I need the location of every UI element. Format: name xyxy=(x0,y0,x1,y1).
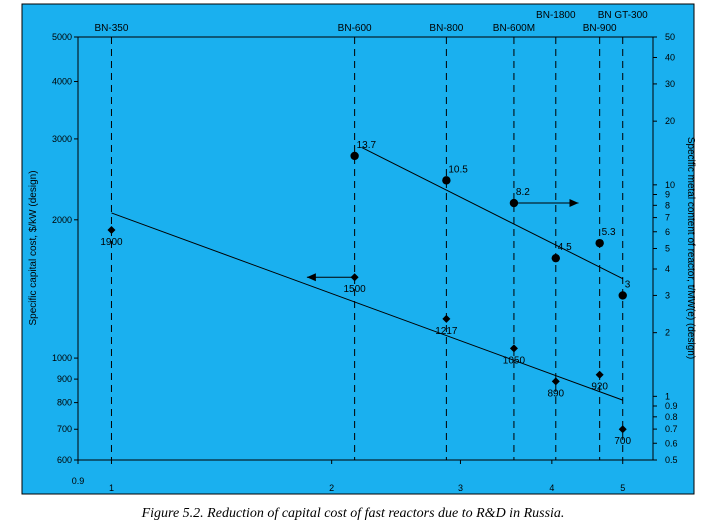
cost-point xyxy=(618,425,627,434)
x-tick-label: 3 xyxy=(458,483,463,493)
y-left-tick-label: 700 xyxy=(57,424,72,434)
y-left-tick-label: 2000 xyxy=(52,215,72,225)
y-right-tick-label: 4 xyxy=(665,264,670,274)
cost-point xyxy=(509,344,518,353)
metal-point xyxy=(551,253,560,263)
y-left-tick-label: 900 xyxy=(57,374,72,384)
metal-point xyxy=(595,238,604,248)
metal-value-label: 8.2 xyxy=(516,187,530,198)
x-axis: 0.9 1 2 3 4 5 xyxy=(72,460,625,493)
metal-value-label: 13.7 xyxy=(357,140,377,151)
cost-value-label: 1050 xyxy=(503,355,526,366)
y-right-tick-label: 20 xyxy=(665,116,675,126)
reactor-label-bn-900: BN-900 xyxy=(583,23,617,34)
y-right-tick-label: 0.9 xyxy=(665,401,678,411)
cost-value-label: 1900 xyxy=(100,237,123,248)
y-right-tick-label: 0.7 xyxy=(665,424,678,434)
reactor-label-bn-gt-300: BN GT-300 xyxy=(598,10,648,21)
y-right-tick-label: 9 xyxy=(665,190,670,200)
y-right-tick-label: 8 xyxy=(665,200,670,210)
reactor-label-bn-1800: BN-1800 xyxy=(536,10,576,21)
y-right-tick-label: 10 xyxy=(665,180,675,190)
metal-point xyxy=(350,151,359,161)
reactor-label-bn-600m: BN-600M xyxy=(493,23,535,34)
cost-point xyxy=(595,370,604,379)
cost-value-label: 700 xyxy=(614,436,631,447)
y-right-tick-label: 1 xyxy=(665,391,670,401)
reactor-label-bn-350: BN-350 xyxy=(95,23,129,34)
cost-point xyxy=(442,314,451,323)
metal-value-label: 4.5 xyxy=(558,242,572,253)
y-right-tick-label: 30 xyxy=(665,79,675,89)
y-right-tick-label: 2 xyxy=(665,328,670,338)
metal-value-label: 5.3 xyxy=(602,227,616,238)
cost-point xyxy=(551,377,560,386)
y-right-tick-label: 5 xyxy=(665,244,670,254)
y-right-tick-label: 0.8 xyxy=(665,412,678,422)
cost-value-label: 920 xyxy=(591,382,608,393)
reactor-label-bn-600: BN-600 xyxy=(338,23,372,34)
y-right-tick-label: 40 xyxy=(665,52,675,62)
y-right-tick-label: 7 xyxy=(665,213,670,223)
x-tick-label: 1 xyxy=(109,483,114,493)
x-tick-label: 2 xyxy=(329,483,334,493)
y-right-tick-label: 6 xyxy=(665,227,670,237)
axis-arrows xyxy=(306,199,579,282)
x-tick-label: 5 xyxy=(620,483,625,493)
trend-lines xyxy=(111,147,623,401)
metal-point xyxy=(442,176,451,185)
metal-value-label: 3 xyxy=(625,279,631,290)
metal-value-label: 10.5 xyxy=(448,164,468,175)
y-left-tick-label: 3000 xyxy=(52,134,72,144)
y-right-title: Specific metal content of reactor, t/MW(… xyxy=(685,137,696,359)
metal-point xyxy=(509,198,519,208)
data-points xyxy=(107,151,627,434)
y-right-tick-label: 50 xyxy=(665,32,675,42)
y-left-title: Specific capital cost, $/kW (design) xyxy=(28,170,39,325)
data-labels: 1900 1500 1217 1050 890 920 700 13.7 10.5 8.2 4.5 5… xyxy=(100,140,631,447)
y-left-tick-label: 4000 xyxy=(52,77,72,87)
y-right-tick-label: 0.6 xyxy=(665,438,678,448)
chart-background xyxy=(21,3,695,495)
reactor-label-bn-800: BN-800 xyxy=(429,23,463,34)
y-right-tick-label: 0.5 xyxy=(665,455,678,465)
metal-trend-line xyxy=(361,147,623,280)
y-right-tick-label: 3 xyxy=(665,290,670,300)
metal-axis-arrow-head xyxy=(569,199,579,208)
y-left-tick-label: 5000 xyxy=(52,32,72,42)
y-left-tick-label: 600 xyxy=(57,455,72,465)
figure-caption: Figure 5.2. Reduction of capital cost of… xyxy=(141,506,565,521)
cost-value-label: 890 xyxy=(547,388,564,399)
y-left-tick-label: 800 xyxy=(57,398,72,408)
capital-cost-chart: 0.91 2 3 4 5 6007008009001000200030004000500… xyxy=(21,3,696,495)
x-tick-label: 0.9 xyxy=(72,476,85,486)
cost-trend-line xyxy=(111,212,623,401)
cost-point xyxy=(107,226,116,235)
cost-value-label: 1500 xyxy=(344,284,367,295)
y-axis-left: 600 700 800 900 1000 2000 3000 4000 5000 xyxy=(52,32,78,465)
cost-axis-arrow-head xyxy=(306,273,316,282)
metal-point xyxy=(618,291,627,300)
x-tick-label: 4 xyxy=(549,483,554,493)
reactor-guide-lines xyxy=(110,37,624,460)
cost-point xyxy=(350,273,359,282)
cost-value-label: 1217 xyxy=(435,326,458,337)
y-left-tick-label: 1000 xyxy=(52,353,72,363)
